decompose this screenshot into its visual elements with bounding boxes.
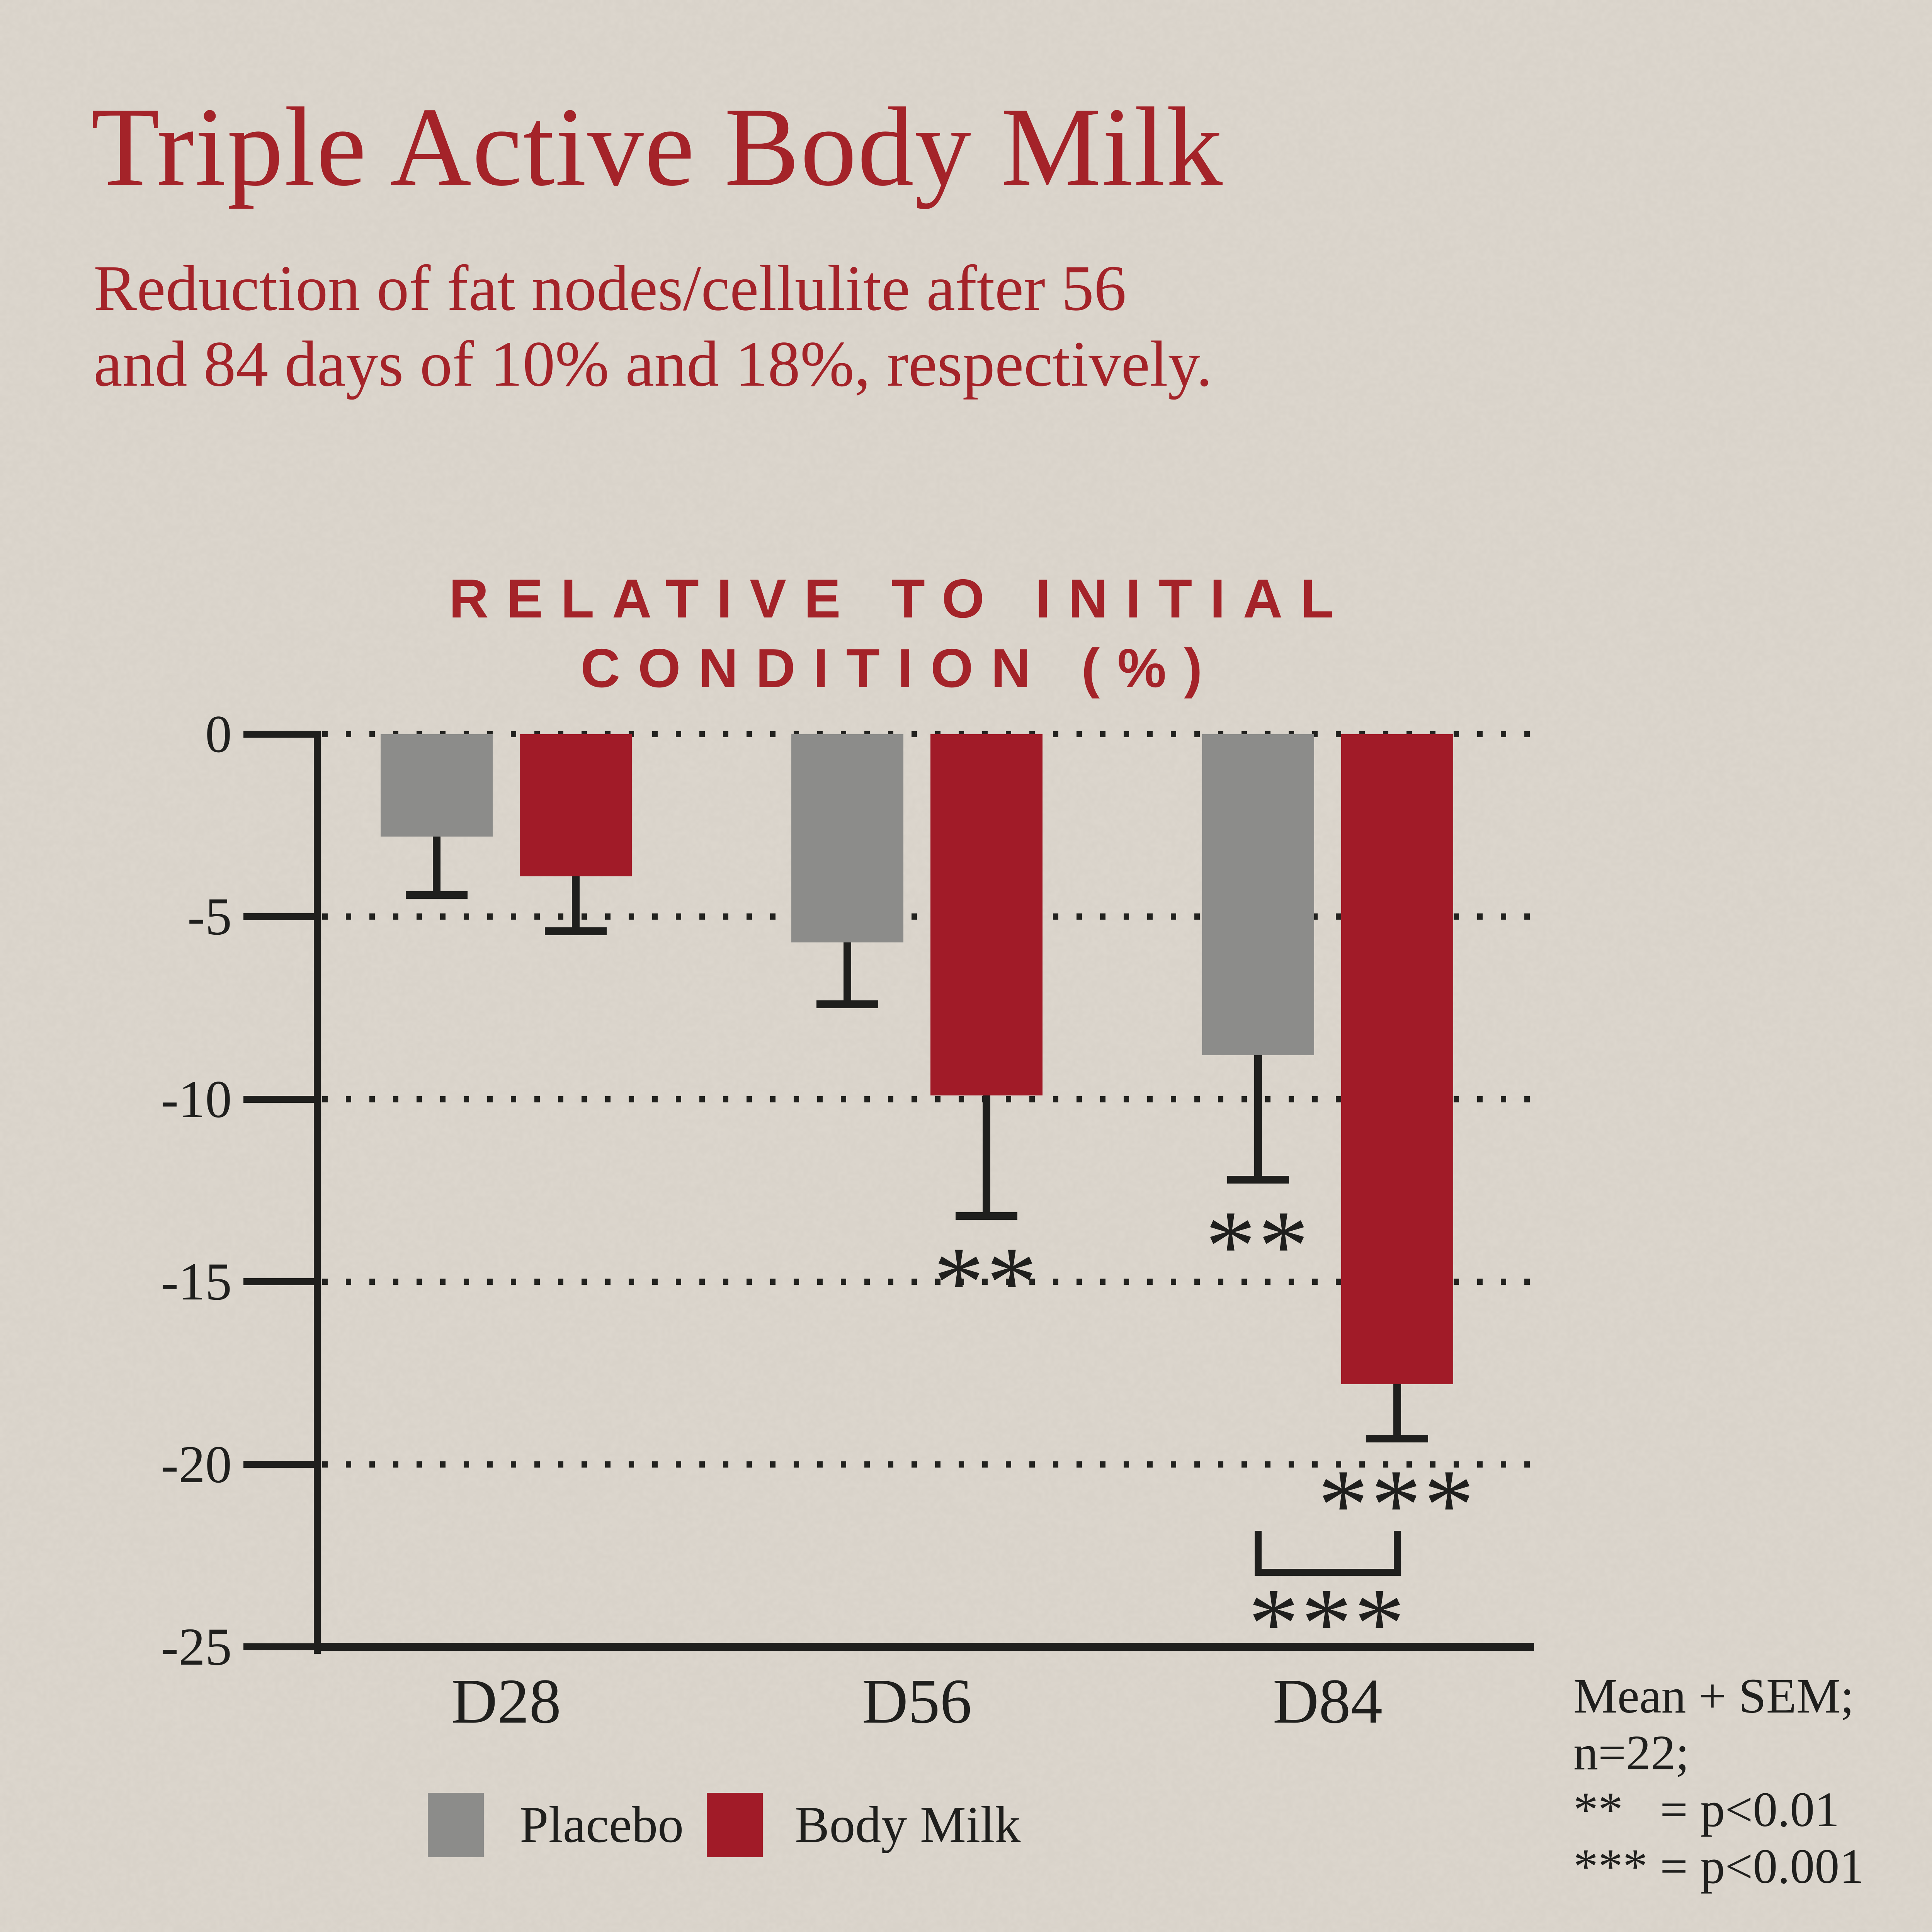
page-title: Triple Active Body Milk <box>91 91 1223 204</box>
error-cap-placebo-D56 <box>816 1000 878 1008</box>
chart-title-line1: RELATIVE TO INITIAL <box>270 567 1530 631</box>
error-stem-placebo-D84 <box>1254 1055 1262 1179</box>
error-stem-placebo-D56 <box>844 942 851 1005</box>
error-stem-body-milk-D84 <box>1393 1384 1401 1439</box>
y-tick-label--10: -10 <box>108 1072 232 1126</box>
y-tick-label--20: -20 <box>108 1437 232 1492</box>
error-cap-body-milk-D84 <box>1366 1435 1428 1442</box>
error-stem-body-milk-D56 <box>983 1095 990 1216</box>
error-stem-body-milk-D28 <box>572 876 580 931</box>
legend-label-body-milk: Body Milk <box>795 1798 1020 1852</box>
bar-body-milk-D28 <box>520 734 632 876</box>
error-cap-body-milk-D56 <box>956 1212 1017 1220</box>
bar-body-milk-D84 <box>1341 734 1453 1384</box>
y-tick--20 <box>243 1461 314 1468</box>
legend-swatch-body-milk <box>707 1793 763 1857</box>
x-axis-label-D28: D28 <box>390 1668 622 1734</box>
page-subtitle-line1: Reduction of fat nodes/cellulite after 5… <box>94 256 1126 321</box>
error-cap-body-milk-D28 <box>545 927 607 935</box>
x-axis-label-D84: D84 <box>1212 1668 1444 1734</box>
significance-body-milk-D56: ** <box>851 1231 1122 1333</box>
bar-placebo-D28 <box>381 734 493 837</box>
y-axis-line <box>314 731 321 1654</box>
page-subtitle-line2: and 84 days of 10% and 18%, respectively… <box>94 332 1213 396</box>
y-tick-0 <box>243 731 314 738</box>
error-cap-placebo-D28 <box>406 891 468 899</box>
error-cap-placebo-D84 <box>1227 1176 1289 1184</box>
bar-body-milk-D56 <box>930 734 1043 1095</box>
y-tick--5 <box>243 913 314 920</box>
y-tick--10 <box>243 1096 314 1103</box>
page-background: Triple Active Body Milk Reduction of fat… <box>0 0 1932 1932</box>
bar-placebo-D56 <box>791 734 903 942</box>
chart-title-line2: CONDITION (%) <box>270 637 1530 700</box>
footnote-line-3: ** = p<0.01 <box>1573 1781 1864 1838</box>
x-axis-label-D56: D56 <box>801 1668 1033 1734</box>
error-stem-placebo-D28 <box>433 837 440 895</box>
y-tick-label--5: -5 <box>108 889 232 944</box>
footnote-line-4: *** = p<0.001 <box>1573 1838 1864 1895</box>
y-tick--15 <box>243 1278 314 1285</box>
y-tick-label--15: -15 <box>108 1255 232 1309</box>
bracket-significance-label: *** <box>1192 1573 1463 1674</box>
y-tick-label-0: 0 <box>108 707 232 761</box>
bar-placebo-D84 <box>1202 734 1314 1055</box>
footnote: Mean + SEM; n=22; ** = p<0.01 *** = p<0.001 <box>1573 1668 1864 1895</box>
footnote-line-1: Mean + SEM; <box>1573 1668 1864 1725</box>
legend-label-placebo: Placebo <box>520 1798 684 1852</box>
y-tick-label--25: -25 <box>108 1620 232 1674</box>
footnote-line-2: n=22; <box>1573 1725 1864 1781</box>
y-tick--25 <box>243 1643 314 1650</box>
legend-swatch-placebo <box>428 1793 484 1857</box>
